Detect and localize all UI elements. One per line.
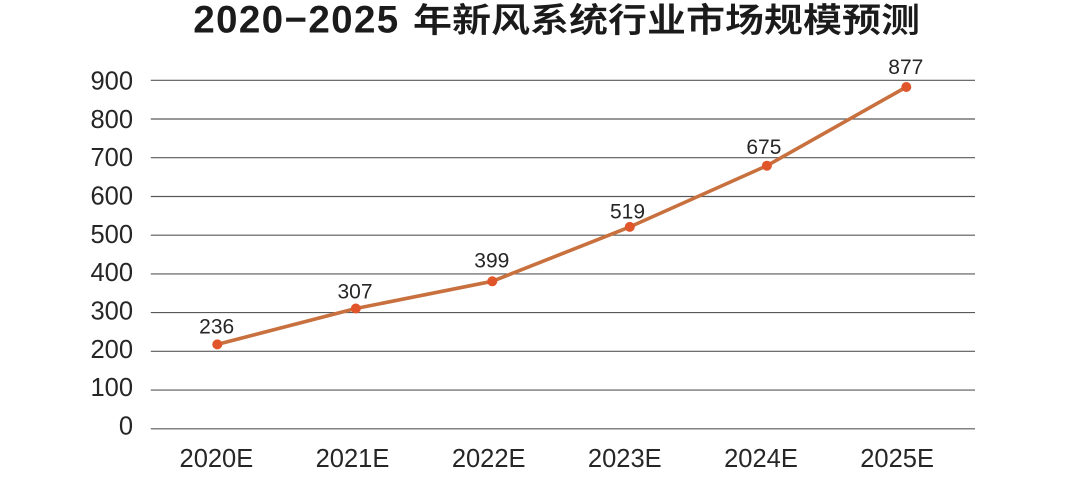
svg-text:300: 300	[90, 298, 133, 326]
svg-text:307: 307	[337, 281, 372, 304]
svg-text:2024E: 2024E	[724, 445, 798, 473]
svg-text:500: 500	[90, 221, 133, 249]
svg-text:2025E: 2025E	[860, 445, 934, 473]
svg-text:800: 800	[90, 106, 133, 134]
svg-text:2021E: 2021E	[316, 445, 390, 473]
svg-text:2022E: 2022E	[452, 445, 526, 473]
svg-text:675: 675	[746, 136, 781, 159]
svg-text:877: 877	[888, 56, 923, 79]
svg-text:399: 399	[474, 250, 509, 273]
svg-text:700: 700	[90, 144, 133, 172]
svg-text:100: 100	[90, 374, 133, 402]
svg-text:2023E: 2023E	[588, 445, 662, 473]
svg-text:400: 400	[90, 259, 133, 287]
svg-text:2020E: 2020E	[180, 445, 254, 473]
svg-text:519: 519	[610, 201, 645, 224]
svg-text:200: 200	[90, 336, 133, 364]
svg-text:236: 236	[199, 315, 234, 338]
svg-text:0: 0	[119, 413, 133, 441]
svg-text:900: 900	[90, 68, 133, 96]
svg-text:600: 600	[90, 183, 133, 211]
